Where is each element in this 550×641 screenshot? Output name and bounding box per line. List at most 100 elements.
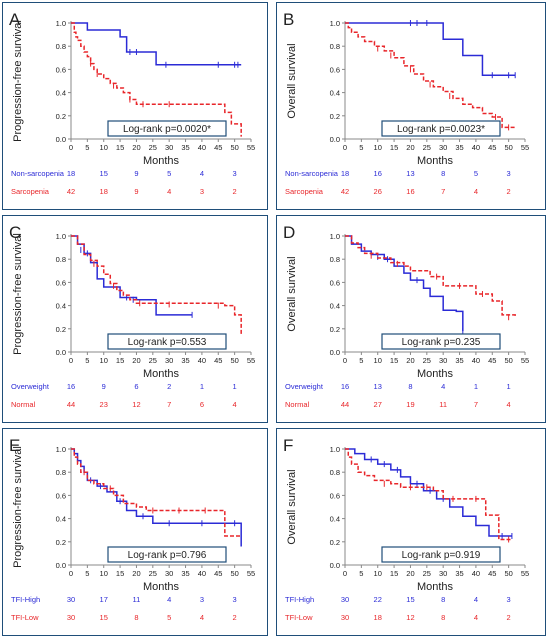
x-axis-label: Months <box>143 368 180 380</box>
logrank-box <box>381 333 501 350</box>
x-tick-label: 40 <box>472 356 480 365</box>
risk-count: 3 <box>233 595 237 604</box>
logrank-text: Log-rank p=0.919 <box>402 550 481 561</box>
y-tick-label: 0.6 <box>56 65 66 74</box>
x-tick-label: 10 <box>374 569 382 578</box>
risk-count: 6 <box>200 400 204 409</box>
panel-c: C Progression-free survival 0.0 0.2 0.4 0.6 0.… <box>2 215 268 423</box>
x-tick-label: 30 <box>439 356 447 365</box>
panel-b: B Overall survival 0.0 0.2 0.4 0.6 0.8 1.0 0 5 10 1… <box>276 2 546 210</box>
x-tick-label: 20 <box>406 143 414 152</box>
x-tick-label: 5 <box>359 143 363 152</box>
risk-count: 15 <box>406 595 414 604</box>
risk-count: 5 <box>474 169 478 178</box>
km-chart-d: D Overall survival 0.0 0.2 0.4 0.6 0.8 1.0 0 5 10 1… <box>283 223 529 409</box>
logrank-box <box>107 546 227 563</box>
risk-count: 8 <box>441 595 445 604</box>
y-tick-label: 1.0 <box>330 19 340 28</box>
x-tick-label: 0 <box>69 569 73 578</box>
risk-row-label: TFI-Low <box>11 613 39 622</box>
y-tick-label: 0.6 <box>56 278 66 287</box>
panel-letter: E <box>9 436 20 455</box>
x-tick-label: 40 <box>472 569 480 578</box>
y-tick-label: 0.4 <box>56 302 66 311</box>
y-tick-label: 0.0 <box>330 348 340 357</box>
survival-curve-red <box>71 22 242 137</box>
panel-a: A Progression-free survival 0.0 0.2 0.4 0.6 0.… <box>2 2 268 210</box>
x-axis-label: Months <box>417 155 454 167</box>
risk-count: 11 <box>133 595 141 604</box>
risk-count: 1 <box>200 382 204 391</box>
y-tick-label: 0.6 <box>56 491 66 500</box>
x-tick-label: 50 <box>504 569 512 578</box>
y-tick-label: 0.0 <box>56 348 66 357</box>
risk-count: 4 <box>200 613 204 622</box>
y-tick-label: 1.0 <box>56 19 66 28</box>
x-tick-label: 45 <box>214 143 222 152</box>
x-tick-label: 45 <box>488 143 496 152</box>
y-axis-label: Overall survival <box>286 256 298 331</box>
y-axis-label: Progression-free survival <box>12 233 24 355</box>
y-tick-label: 0.2 <box>56 325 66 334</box>
x-tick-label: 50 <box>230 143 238 152</box>
y-tick-label: 1.0 <box>330 445 340 454</box>
risk-count: 3 <box>507 595 511 604</box>
panel-letter: F <box>283 436 293 455</box>
survival-curve-blue <box>345 448 512 537</box>
x-tick-label: 30 <box>439 569 447 578</box>
y-tick-label: 0.2 <box>330 538 340 547</box>
risk-count: 27 <box>374 400 382 409</box>
x-tick-label: 0 <box>343 143 347 152</box>
x-tick-label: 35 <box>181 569 189 578</box>
panel-d: D Overall survival 0.0 0.2 0.4 0.6 0.8 1.0 0 5 10 1… <box>276 215 546 423</box>
x-axis-label: Months <box>143 581 180 593</box>
risk-count: 30 <box>67 595 75 604</box>
x-tick-label: 30 <box>439 143 447 152</box>
panel-e: E Progression-free survival 0.0 0.2 0.4 0.6 0.… <box>2 428 268 636</box>
y-axis-label: Overall survival <box>286 43 298 118</box>
survival-curve-blue <box>345 22 516 76</box>
risk-count: 4 <box>233 400 237 409</box>
risk-count: 18 <box>100 187 108 196</box>
km-chart-b: B Overall survival 0.0 0.2 0.4 0.6 0.8 1.0 0 5 10 1… <box>283 10 529 196</box>
x-tick-label: 25 <box>423 143 431 152</box>
risk-count: 18 <box>374 613 382 622</box>
y-tick-label: 0.8 <box>330 255 340 264</box>
x-tick-label: 35 <box>181 356 189 365</box>
x-tick-label: 45 <box>214 356 222 365</box>
risk-count: 1 <box>233 382 237 391</box>
x-tick-label: 40 <box>472 143 480 152</box>
x-tick-label: 55 <box>247 569 255 578</box>
risk-count: 42 <box>67 187 75 196</box>
x-tick-label: 35 <box>181 143 189 152</box>
x-axis-label: Months <box>417 581 454 593</box>
risk-count: 3 <box>233 169 237 178</box>
y-tick-label: 0.8 <box>330 468 340 477</box>
x-tick-label: 55 <box>247 356 255 365</box>
risk-count: 4 <box>474 595 478 604</box>
x-tick-label: 45 <box>488 569 496 578</box>
risk-count: 9 <box>134 187 138 196</box>
risk-count: 15 <box>100 613 108 622</box>
risk-count: 16 <box>406 187 414 196</box>
y-tick-label: 0.2 <box>56 112 66 121</box>
survival-curve-blue <box>71 22 242 66</box>
y-tick-label: 0.8 <box>56 468 66 477</box>
x-tick-label: 25 <box>423 356 431 365</box>
x-tick-label: 15 <box>390 143 398 152</box>
x-tick-label: 20 <box>406 356 414 365</box>
x-tick-label: 30 <box>165 143 173 152</box>
x-tick-label: 45 <box>214 569 222 578</box>
risk-count: 6 <box>134 382 138 391</box>
risk-count: 8 <box>408 382 412 391</box>
risk-count: 4 <box>507 400 511 409</box>
risk-count: 23 <box>100 400 108 409</box>
x-tick-label: 30 <box>165 569 173 578</box>
x-axis-label: Months <box>143 155 180 167</box>
risk-count: 9 <box>134 169 138 178</box>
km-chart-f: F Overall survival 0.0 0.2 0.4 0.6 0.8 1.0 0 5 10 1… <box>283 436 529 622</box>
risk-count: 18 <box>67 169 75 178</box>
risk-count: 30 <box>341 613 349 622</box>
logrank-text: Log-rank p=0.235 <box>402 337 481 348</box>
